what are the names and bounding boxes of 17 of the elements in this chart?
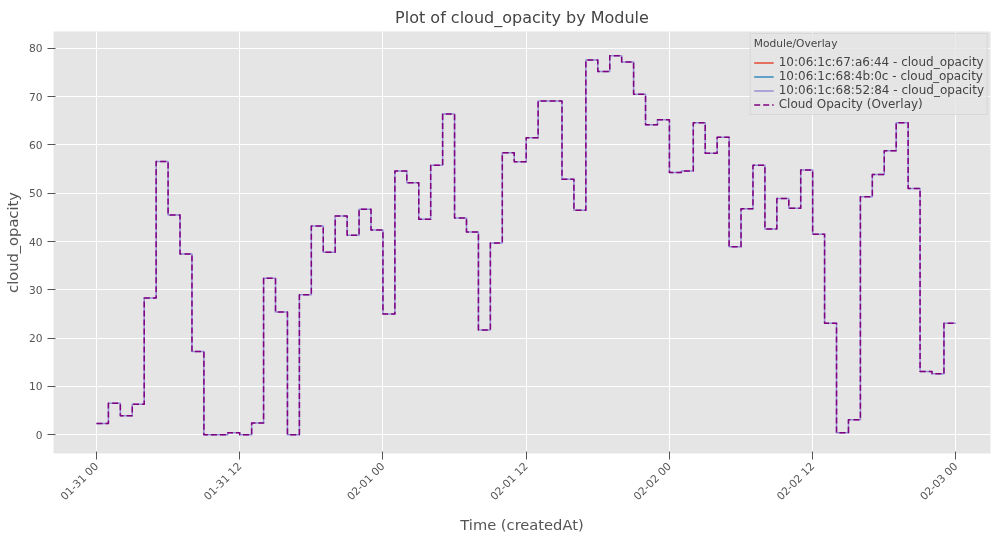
y-tick-label: 40 (28, 235, 43, 249)
y-tick-label: 10 (28, 380, 43, 394)
legend-label: Cloud Opacity (Overlay) (778, 97, 923, 111)
legend-label: 10:06:1c:68:4b:0c - cloud_opacity (778, 69, 983, 83)
y-axis-title: cloud_opacity (3, 191, 21, 293)
y-tick-label: 30 (28, 283, 43, 297)
y-tick-label: 80 (28, 42, 43, 56)
legend-label: 10:06:1c:68:52:84 - cloud_opacity (778, 83, 984, 97)
y-tick-label: 20 (28, 332, 43, 346)
x-axis-title: Time (createdAt) (459, 515, 584, 533)
y-tick-label: 0 (35, 428, 43, 442)
y-tick-label: 70 (28, 90, 43, 104)
y-tick-label: 50 (28, 187, 43, 201)
legend-title: Module/Overlay (753, 37, 839, 50)
legend-label: 10:06:1c:67:a6:44 - cloud_opacity (778, 55, 984, 69)
chart-title: Plot of cloud_opacity by Module (395, 7, 649, 28)
y-tick-label: 60 (28, 138, 43, 152)
